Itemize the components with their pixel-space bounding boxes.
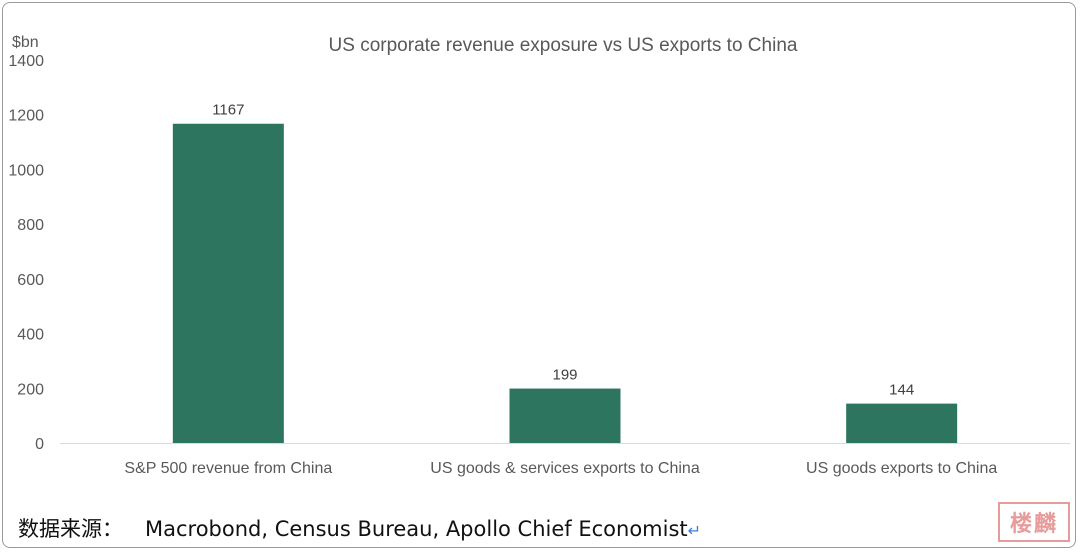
y-axis-label: $bn [12, 34, 39, 51]
bar [509, 388, 621, 443]
chart-title: US corporate revenue exposure vs US expo… [329, 35, 798, 56]
y-tick-label: 1200 [8, 108, 44, 125]
category-label: S&P 500 revenue from China [124, 460, 332, 477]
y-tick-label: 1400 [8, 53, 44, 70]
y-axis-ticks: 0 200 400 600 800 1000 1200 1400 [8, 53, 44, 453]
bar-chart: US corporate revenue exposure vs US expo… [8, 34, 1070, 477]
data-label: 1167 [212, 102, 244, 119]
y-tick-label: 800 [17, 217, 44, 234]
return-mark-icon: ↵ [687, 521, 702, 540]
stamp-text: 楼麟 [1009, 511, 1058, 536]
y-tick-label: 600 [17, 272, 44, 289]
y-tick-label: 1000 [8, 162, 44, 179]
category-label: US goods & services exports to China [430, 460, 700, 477]
bar [172, 123, 284, 444]
data-label: 199 [552, 367, 577, 384]
category-labels: S&P 500 revenue from China US goods & ser… [124, 460, 997, 477]
data-label: 144 [889, 382, 914, 399]
bar [846, 403, 958, 443]
source-note: 数据来源： Macrobond, Census Bureau, Apollo Ch… [18, 513, 701, 543]
watermark-stamp: 楼麟 [998, 502, 1070, 542]
category-label: US goods exports to China [806, 460, 997, 477]
source-text: Macrobond, Census Bureau, Apollo Chief E… [145, 517, 688, 541]
y-tick-label: 400 [17, 327, 44, 344]
bars [172, 123, 958, 444]
y-tick-label: 200 [17, 381, 44, 398]
y-tick-label: 0 [35, 436, 44, 453]
source-label: 数据来源： [18, 517, 123, 541]
data-labels: 1167 199 144 [212, 102, 914, 399]
